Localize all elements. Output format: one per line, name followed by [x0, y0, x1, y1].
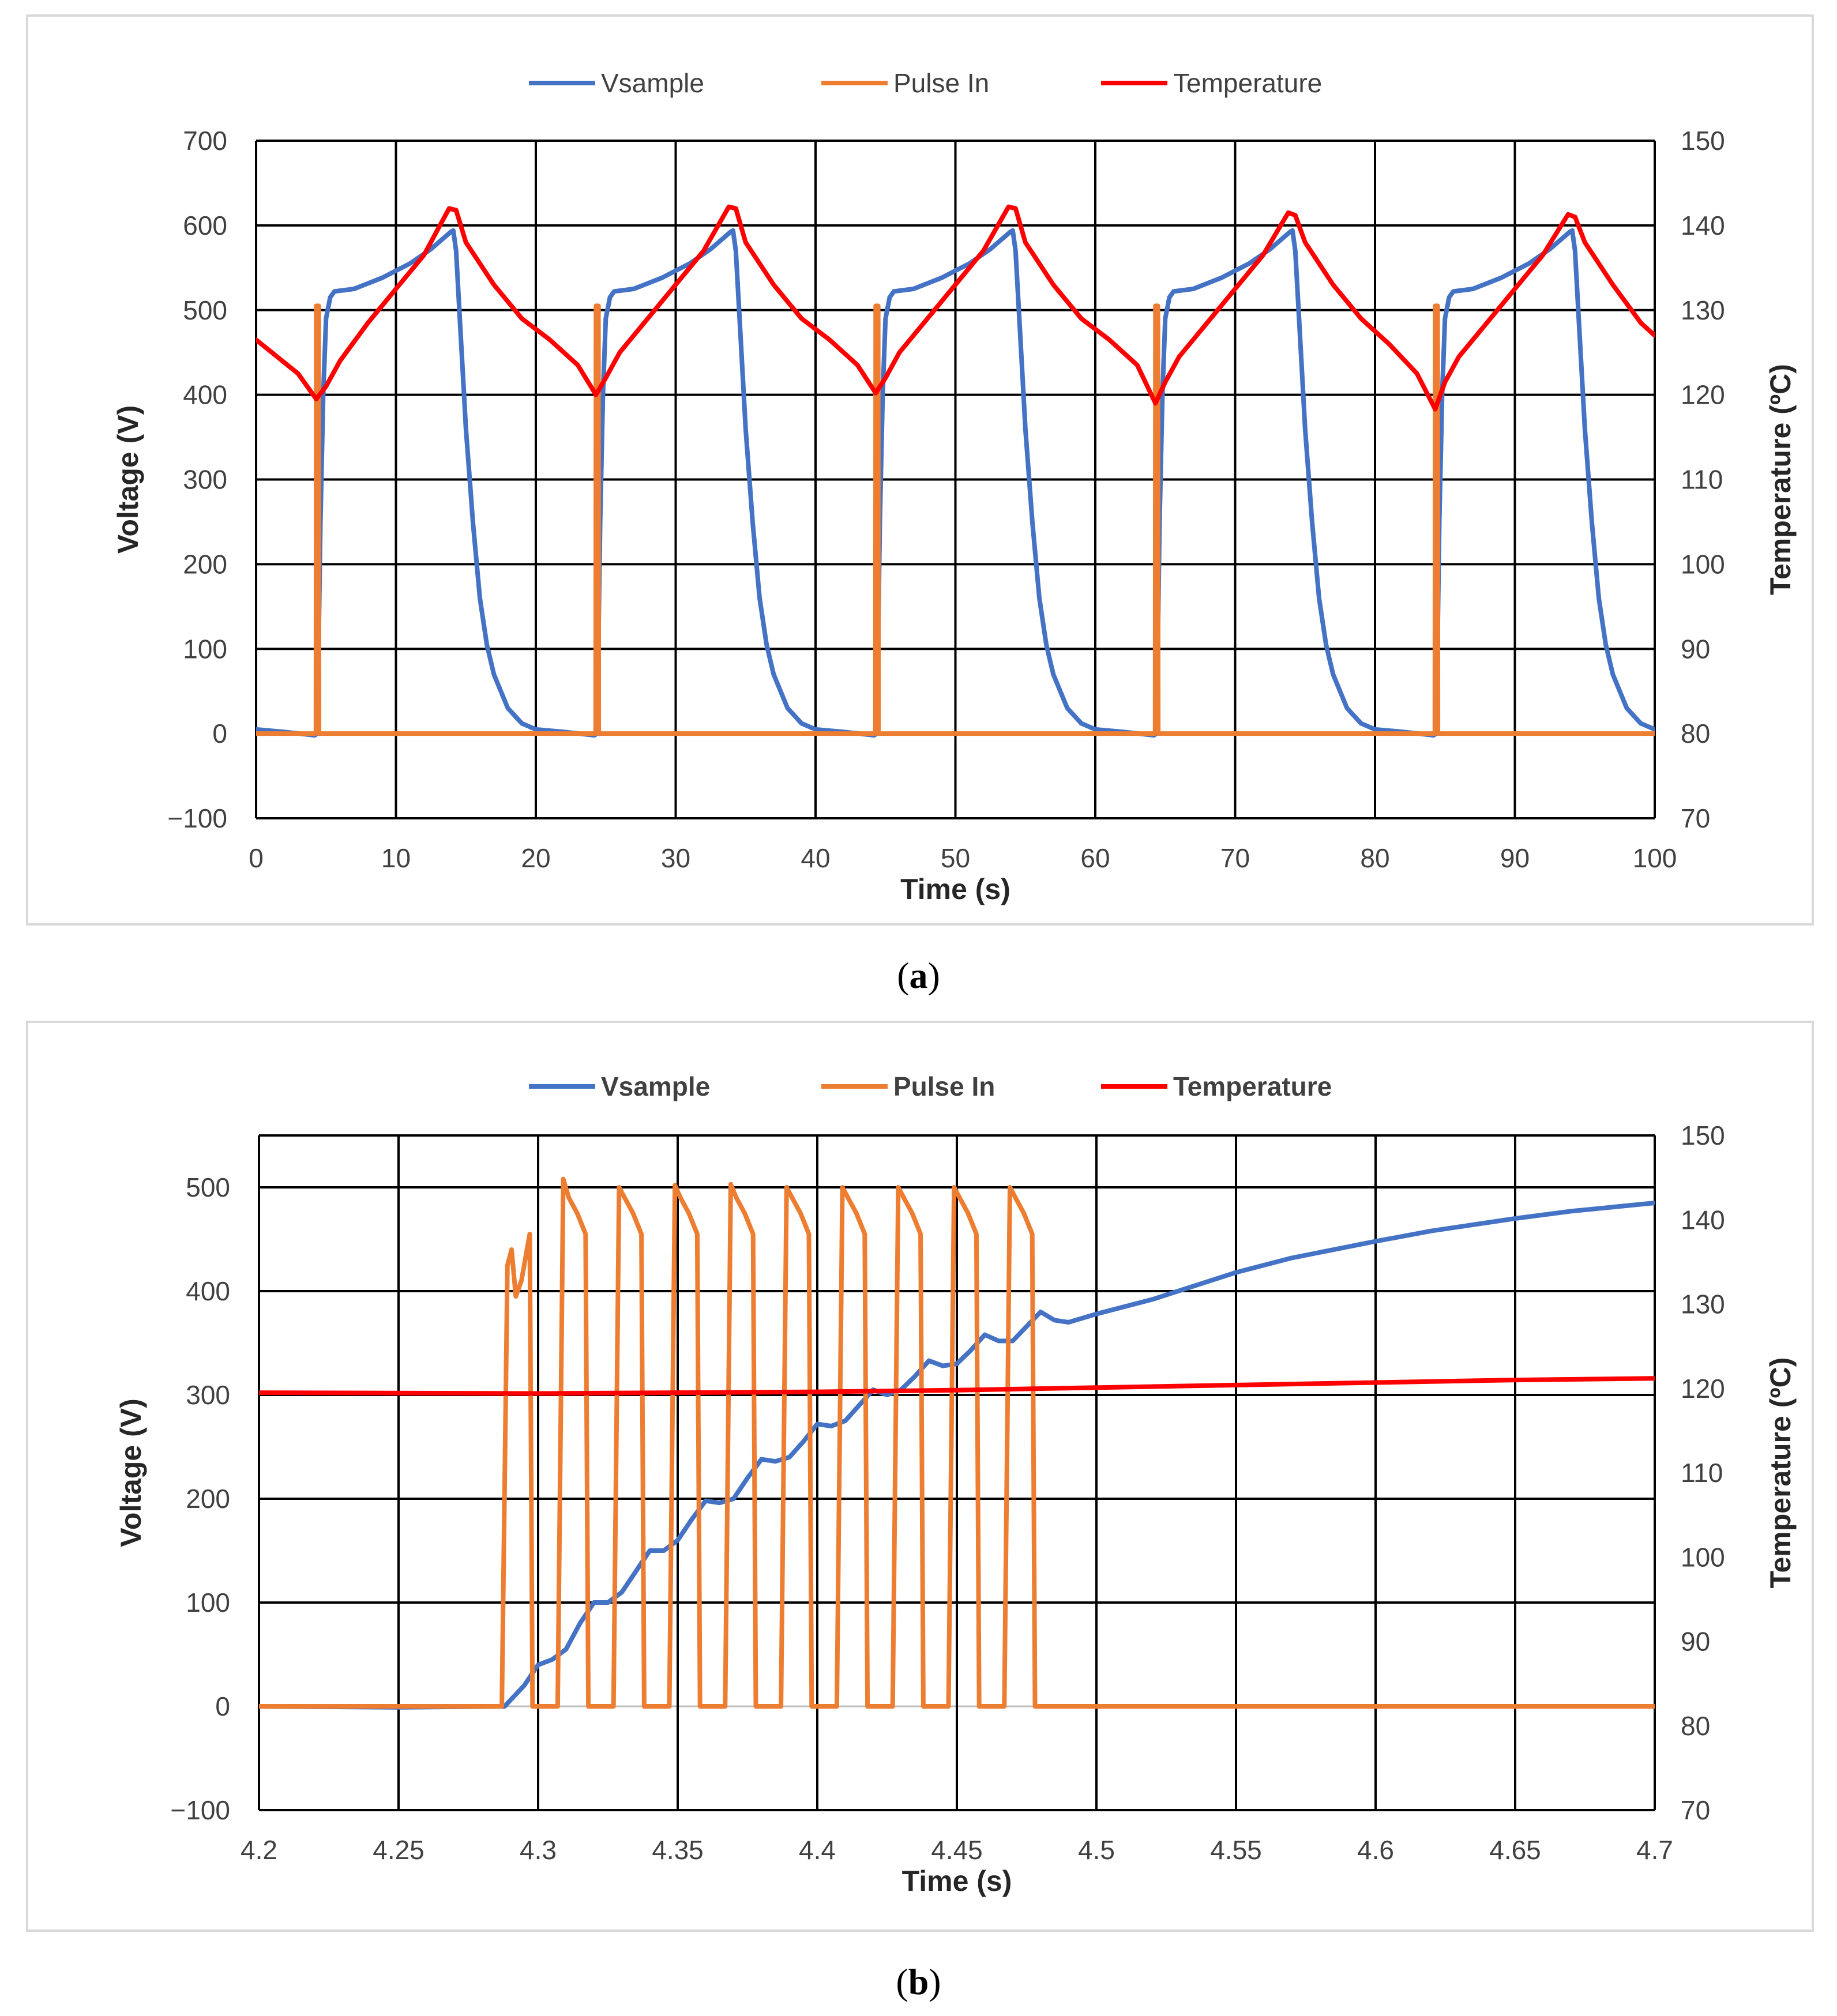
- chart-b-y2tick-8: 150: [1681, 1120, 1725, 1150]
- chart-b-y2tick-3: 100: [1681, 1542, 1725, 1572]
- chart-b-xtick-9: 4.65: [1489, 1835, 1541, 1865]
- caption-a-letter: a: [909, 955, 928, 996]
- chart-b-ytick-0: −100: [170, 1795, 230, 1825]
- chart-a-y2tick-4: 110: [1681, 465, 1723, 495]
- chart-b-series-line-pulse-in: [259, 1176, 1655, 1709]
- chart-a-ytick-1: 0: [212, 719, 227, 749]
- chart-a-y2tick-8: 150: [1681, 126, 1725, 156]
- chart-a-ytick-7: 600: [183, 210, 227, 240]
- chart-b-y2tick-6: 130: [1681, 1289, 1725, 1319]
- chart-a-ytick-4: 300: [183, 465, 227, 495]
- chart-a-xtick-5: 50: [941, 843, 970, 873]
- chart-b-legend-label-0: Vsample: [601, 1071, 710, 1101]
- chart-b-ytick-1: 0: [215, 1691, 230, 1721]
- chart-b-xtick-7: 4.55: [1210, 1835, 1262, 1865]
- chart-a-xtick-10: 100: [1633, 843, 1677, 873]
- chart-b-ytick-2: 100: [186, 1588, 230, 1618]
- caption-a: (a): [897, 955, 940, 996]
- chart-b-y2tick-4: 110: [1681, 1458, 1723, 1488]
- chart-b-xtick-10: 4.7: [1636, 1835, 1673, 1865]
- chart-a-legend-label-2: Temperature: [1173, 68, 1322, 98]
- chart-a-xtick-7: 70: [1220, 843, 1250, 873]
- chart-a-xlabel: Time (s): [900, 873, 1010, 905]
- chart-b-ytick-5: 400: [186, 1276, 230, 1306]
- chart-b-y2tick-0: 70: [1681, 1795, 1710, 1825]
- chart-a-legend-label-1: Pulse In: [893, 68, 989, 98]
- chart-a-ytick-5: 400: [183, 380, 227, 410]
- chart-a-xtick-3: 30: [661, 843, 690, 873]
- chart-b-xtick-4: 4.4: [799, 1835, 836, 1865]
- chart-a-y2tick-5: 120: [1681, 380, 1725, 410]
- chart-b-ytick-3: 200: [186, 1484, 230, 1514]
- chart-b-legend-label-2: Temperature: [1173, 1071, 1332, 1101]
- chart-a-xtick-8: 80: [1360, 843, 1389, 873]
- chart-a-ytick-2: 100: [183, 634, 227, 664]
- caption-b: (b): [896, 1961, 941, 2002]
- chart-a-xtick-9: 90: [1500, 843, 1530, 873]
- chart-b-xtick-5: 4.45: [931, 1835, 983, 1865]
- chart-panel-b: Vsample Pulse In Temperature −100 0 100 200 300…: [26, 1021, 1814, 1932]
- chart-b-y2tick-5: 120: [1681, 1374, 1725, 1404]
- chart-a-y2label: Temperature (ºC): [1764, 364, 1797, 595]
- chart-b-ytick-4: 300: [186, 1380, 230, 1410]
- chart-b-svg: Vsample Pulse In Temperature −100 0 100 200 300…: [115, 1071, 1797, 1897]
- chart-a-ytick-8: 700: [183, 126, 227, 156]
- chart-a-ytick-3: 200: [183, 549, 227, 579]
- chart-a-y2tick-0: 70: [1681, 803, 1710, 833]
- chart-a-y2tick-2: 90: [1681, 634, 1710, 664]
- chart-a-xtick-6: 60: [1080, 843, 1110, 873]
- chart-a-ytick-6: 500: [183, 295, 227, 325]
- chart-b-xtick-1: 4.25: [373, 1835, 424, 1865]
- chart-b-y2tick-7: 140: [1681, 1205, 1725, 1235]
- chart-a-series-line-pulse-in: [256, 303, 1655, 736]
- chart-panel-a: Vsample Pulse In Temperature −100 0 100 200 300…: [26, 14, 1814, 926]
- chart-b-y2label: Temperature (ºC): [1764, 1357, 1797, 1589]
- chart-b-legend-label-1: Pulse In: [893, 1071, 995, 1101]
- caption-b-letter: b: [908, 1961, 929, 2002]
- chart-b-xtick-0: 4.2: [241, 1835, 277, 1865]
- chart-a-series-line-temperature: [256, 204, 1655, 412]
- chart-a-y2tick-1: 80: [1681, 719, 1710, 749]
- chart-a-xtick-4: 40: [801, 843, 830, 873]
- chart-a-ytick-0: −100: [167, 803, 227, 833]
- chart-a-legend-label-0: Vsample: [601, 68, 704, 98]
- chart-b-xlabel: Time (s): [902, 1865, 1012, 1897]
- chart-a-svg: Vsample Pulse In Temperature−1000100200300…: [112, 68, 1797, 905]
- chart-a-y2tick-3: 100: [1681, 549, 1725, 579]
- chart-a-xtick-0: 0: [249, 843, 264, 873]
- chart-b-series-line-temperature: [259, 1376, 1655, 1396]
- chart-b-xtick-2: 4.3: [520, 1835, 557, 1865]
- chart-b-xtick-6: 4.5: [1078, 1835, 1115, 1865]
- chart-b-ylabel: Voltage (V): [115, 1398, 147, 1547]
- chart-b-y2tick-1: 80: [1681, 1711, 1710, 1741]
- chart-a-ylabel: Voltage (V): [112, 405, 144, 554]
- chart-a-xtick-1: 10: [381, 843, 411, 873]
- chart-b-ytick-6: 500: [186, 1172, 230, 1202]
- chart-b-y2tick-2: 90: [1681, 1627, 1710, 1657]
- chart-b-xtick-8: 4.6: [1357, 1835, 1394, 1865]
- chart-a-xtick-2: 20: [521, 843, 550, 873]
- chart-b-xtick-3: 4.35: [652, 1835, 704, 1865]
- chart-a-y2tick-7: 140: [1681, 210, 1725, 240]
- chart-a-y2tick-6: 130: [1681, 295, 1725, 325]
